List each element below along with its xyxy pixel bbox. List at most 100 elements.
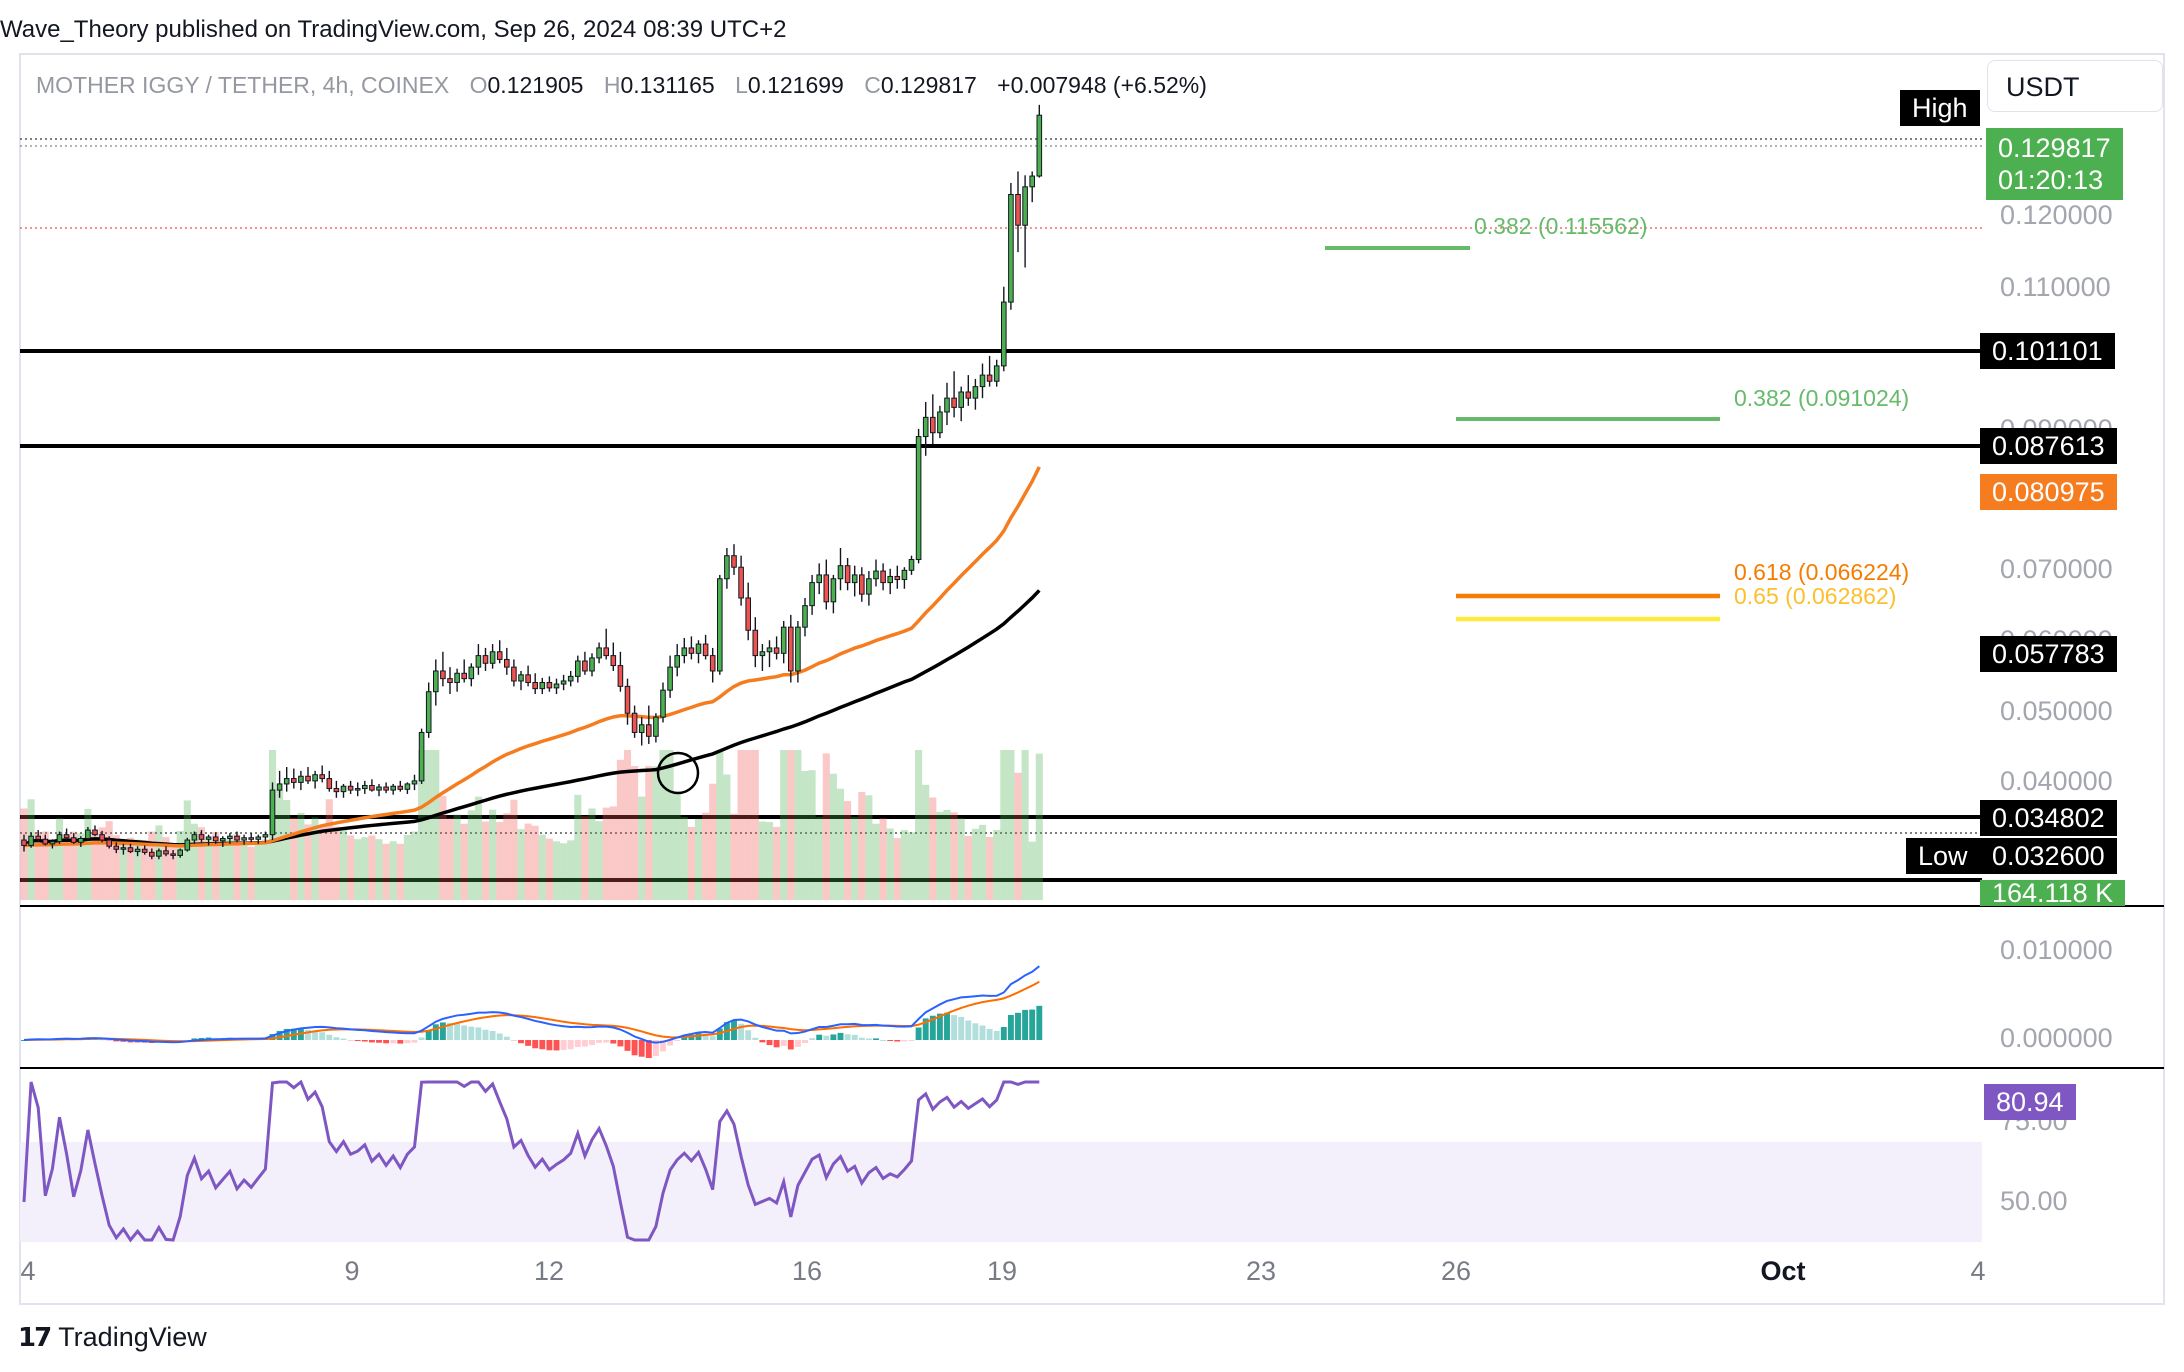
macd-hist-bar: [908, 1040, 915, 1041]
macd-hist-bar: [1022, 1009, 1029, 1040]
volume-bar: [155, 825, 163, 900]
macd-hist-bar: [894, 1040, 901, 1042]
candle-body: [972, 386, 979, 399]
volume-bar: [34, 832, 42, 900]
candle-body: [532, 682, 539, 690]
candle-body: [248, 837, 254, 840]
candle-body: [539, 682, 546, 690]
macd-hist-bar: [390, 1040, 397, 1044]
change-value: +0.007948 (+6.52%): [997, 72, 1207, 98]
candle-body: [234, 835, 240, 841]
macd-hist-bar: [461, 1025, 468, 1040]
volume-bar: [197, 827, 206, 900]
candle-body: [447, 678, 453, 684]
volume-bar: [283, 799, 291, 900]
macd-hist-bar: [326, 1034, 333, 1040]
candle-body: [915, 436, 922, 561]
volume-bar: [709, 783, 717, 900]
volume-bar: [986, 837, 994, 900]
candle-body: [518, 674, 524, 682]
candle-body: [646, 724, 652, 737]
macd-hist-bar: [376, 1040, 382, 1043]
macd-hist-bar: [319, 1032, 326, 1040]
footer-brand[interactable]: 17 TradingView: [18, 1322, 207, 1353]
candle-body: [78, 838, 84, 843]
volume-bar: [467, 810, 475, 900]
volume-bar: [829, 773, 837, 900]
macd-hist-bar: [1036, 1005, 1043, 1040]
open-key: O: [469, 72, 488, 98]
candle-body: [269, 789, 276, 836]
volume-bar: [616, 759, 624, 900]
volume-bar: [666, 750, 674, 900]
candle-body: [851, 574, 858, 584]
fib-label-3: 0.618 (0.066224): [1734, 559, 1910, 585]
macd-hist-bar: [539, 1040, 546, 1050]
candle-body: [262, 834, 269, 838]
volume-bar: [538, 834, 546, 900]
high-key: H: [603, 72, 621, 98]
candle-body: [859, 574, 865, 595]
candle-body: [930, 416, 936, 434]
candle-body: [702, 643, 709, 657]
volume-bar: [219, 838, 227, 900]
candle-body: [766, 647, 773, 653]
macd-hist-bar: [21, 1040, 27, 1041]
volume-bar: [126, 837, 135, 900]
macd-hist-bar: [510, 1040, 517, 1041]
macd-hist-bar: [773, 1040, 780, 1048]
candle-body: [724, 555, 730, 580]
candle-body: [610, 655, 617, 667]
candle-body: [220, 838, 226, 842]
volume-bar: [765, 822, 774, 900]
candle-body: [894, 575, 901, 581]
macd-hist-bar: [858, 1037, 865, 1040]
volume-bar: [936, 811, 944, 900]
volume-bar: [673, 793, 681, 900]
candle-body: [738, 566, 744, 599]
candle-body: [85, 829, 91, 840]
macd-hist-bar: [787, 1040, 794, 1050]
volume-bar: [212, 831, 220, 900]
candle-body: [390, 785, 396, 791]
candle-body: [795, 626, 801, 672]
macd-hist-bar: [837, 1032, 844, 1040]
ema-slow-tag: 0.057783: [1980, 636, 2117, 672]
volume-bar: [368, 835, 376, 900]
candle-body: [198, 834, 205, 840]
volume-bar: [418, 750, 426, 900]
candle-body: [780, 626, 787, 654]
candle-body: [837, 565, 844, 580]
candle-body: [504, 658, 510, 668]
volume-bar: [98, 827, 106, 900]
macd-hist-bar: [922, 1018, 929, 1040]
macd-hist-bar: [347, 1040, 354, 1041]
candle-body: [319, 774, 325, 780]
candle-body: [617, 665, 624, 687]
candle-body: [440, 670, 446, 680]
candle-body: [156, 850, 162, 857]
macd-hist-bar: [567, 1040, 574, 1050]
volume-bar: [865, 795, 873, 900]
candle-body: [397, 785, 404, 790]
time-tick: 4: [20, 1256, 36, 1286]
rsi-line: [22, 1079, 1040, 1243]
candle-body: [326, 778, 333, 790]
volume-bar: [1035, 753, 1043, 900]
volume-bar: [716, 750, 724, 900]
candle-body: [362, 784, 368, 790]
volume-bar: [425, 750, 433, 900]
currency-button[interactable]: USDT: [1987, 60, 2163, 112]
close-key: C: [864, 72, 881, 98]
volume-bar: [460, 823, 468, 900]
candle-body: [291, 778, 297, 783]
volume-bar: [900, 830, 908, 900]
candle-body: [802, 605, 808, 628]
volume-bar: [687, 826, 695, 900]
macd-hist-bar: [752, 1037, 759, 1040]
macd-hist-bar: [709, 1036, 716, 1040]
candle-body: [489, 651, 496, 664]
candle-body: [745, 597, 752, 631]
last-price-value: 0.129817: [1998, 133, 2111, 163]
